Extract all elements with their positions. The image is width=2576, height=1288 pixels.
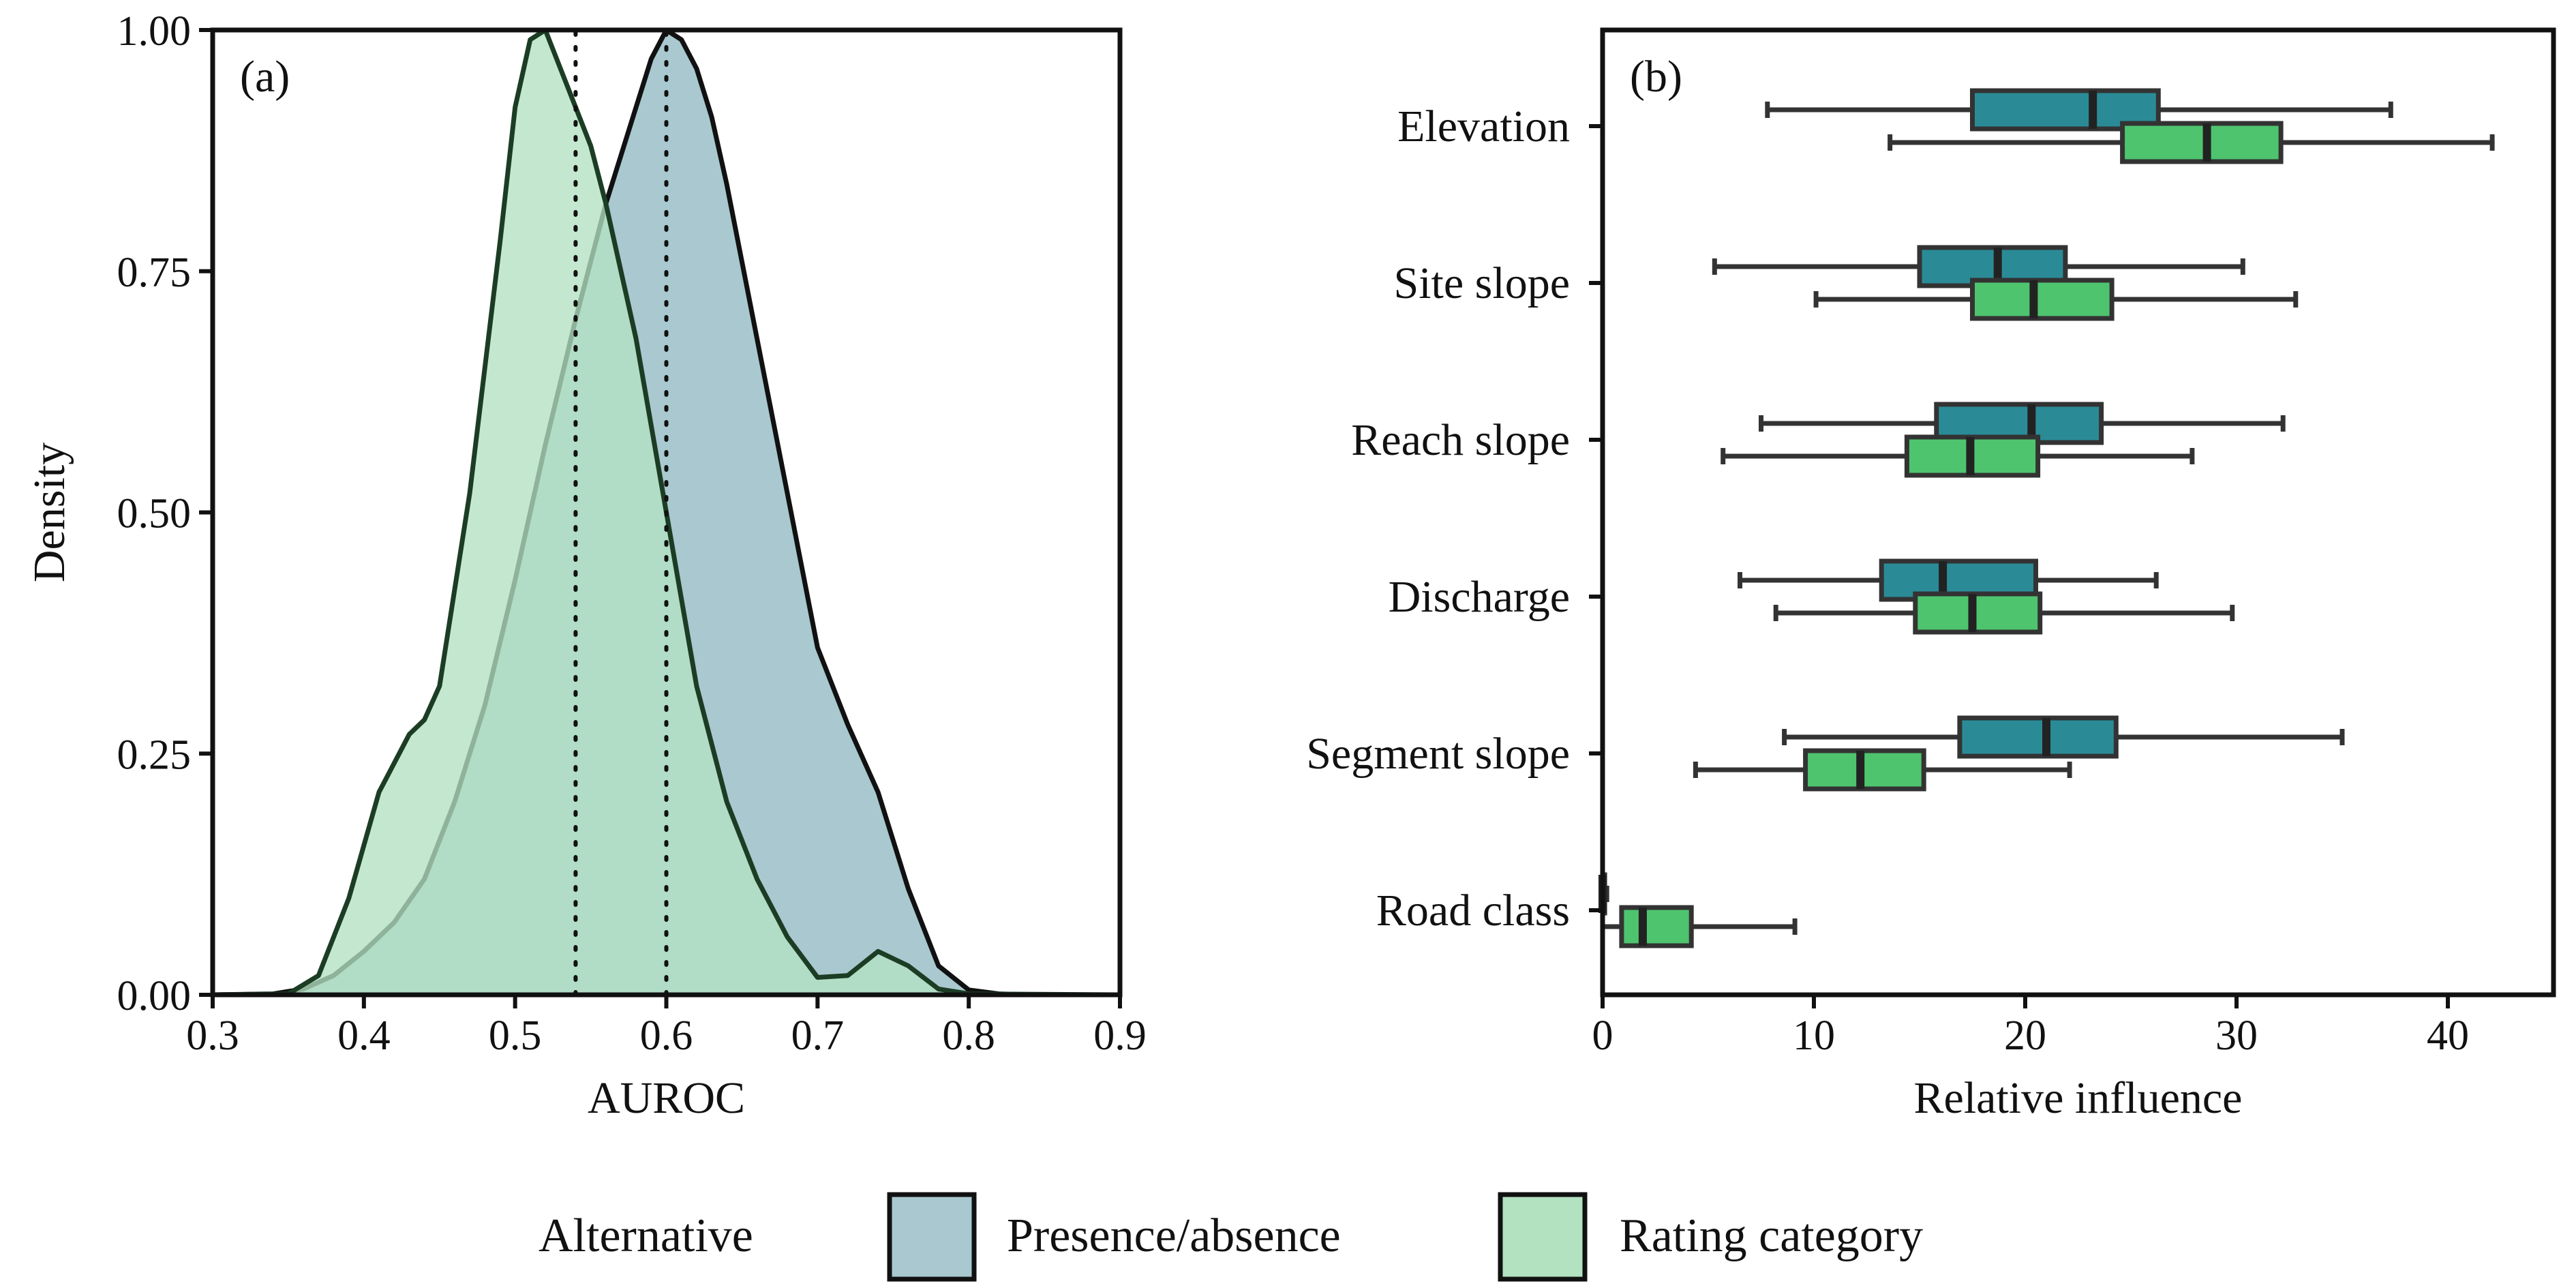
x-tick-label: 10 xyxy=(1793,1013,1835,1059)
x-tick-label: 0.8 xyxy=(942,1013,995,1059)
boxplot-plot-frame xyxy=(1600,27,2556,998)
category-label-reach-slope: Reach slope xyxy=(1351,415,1570,465)
box-segment-slope-rating-category xyxy=(1693,748,2072,792)
category-label-elevation: Elevation xyxy=(1397,102,1570,151)
legend-title: Alternative xyxy=(539,1210,753,1262)
box-road-class-rating-category xyxy=(1600,905,1798,948)
box-iqr xyxy=(1970,278,2115,321)
boxplot-x-ticks: 0 10 20 30 40 xyxy=(1592,995,2469,1059)
box-segment-slope-presence-absence xyxy=(1782,715,2345,759)
legend-label-rating-category: Rating category xyxy=(1620,1210,1923,1262)
y-tick-label: 0.75 xyxy=(117,250,192,296)
category-label-road-class: Road class xyxy=(1376,886,1570,935)
x-tick-label: 40 xyxy=(2427,1013,2469,1059)
boxplot-x-axis-title: Relative influence xyxy=(1914,1073,2243,1123)
box-elevation-rating-category xyxy=(1888,121,2495,164)
box-discharge-rating-category xyxy=(1773,591,2235,635)
x-tick-label: 0.6 xyxy=(640,1013,693,1059)
box-elevation-presence-absence xyxy=(1765,88,2393,132)
density-y-ticks: 0.00 0.25 0.50 0.75 1.00 xyxy=(117,8,213,1019)
box-iqr xyxy=(1803,748,1926,792)
box-iqr xyxy=(1619,905,1694,948)
boxplot-panel: 0 10 20 30 40 Elevation Site slope Reach slope… xyxy=(1306,27,2556,1123)
legend-key-presence-absence xyxy=(887,1192,977,1282)
panel-b-label: (b) xyxy=(1630,52,1682,102)
category-label-segment-slope: Segment slope xyxy=(1306,729,1570,779)
density-y-axis-title: Density xyxy=(25,443,74,582)
x-tick-label: 20 xyxy=(2004,1013,2046,1059)
box-iqr xyxy=(1917,245,2068,288)
x-tick-label: 0.7 xyxy=(791,1013,845,1059)
legend-key-rating-category xyxy=(1498,1192,1588,1282)
box-iqr xyxy=(2120,121,2284,164)
box-iqr xyxy=(1913,591,2043,635)
x-tick-label: 30 xyxy=(2215,1013,2258,1059)
box-site-slope-rating-category xyxy=(1813,278,2299,321)
x-tick-label: 0.4 xyxy=(337,1013,391,1059)
boxplot-category-labels: Elevation Site slope Reach slope Discharge S… xyxy=(1306,102,1603,935)
y-tick-label: 0.00 xyxy=(117,973,192,1019)
boxplot-boxes xyxy=(1598,88,2495,948)
median-lines xyxy=(573,28,669,997)
category-label-discharge: Discharge xyxy=(1389,572,1570,622)
density-panel: 0.3 0.4 0.5 0.6 0.7 0.8 0.9 0.00 0.25 0.50 0.75 1.… xyxy=(25,8,1147,1123)
x-tick-label: 0.5 xyxy=(489,1013,542,1059)
legend: Alternative Presence/absence Rating cate… xyxy=(539,1192,1923,1282)
y-tick-label: 0.50 xyxy=(117,491,192,537)
box-reach-slope-rating-category xyxy=(1721,434,2195,478)
legend-label-presence-absence: Presence/absence xyxy=(1007,1210,1341,1262)
y-tick-label: 0.25 xyxy=(117,732,192,778)
x-tick-label: 0 xyxy=(1592,1013,1613,1059)
box-iqr xyxy=(1957,715,2119,759)
density-x-ticks: 0.3 0.4 0.5 0.6 0.7 0.8 0.9 xyxy=(186,995,1147,1059)
y-tick-label: 1.00 xyxy=(117,8,192,55)
panel-a-label: (a) xyxy=(240,52,290,102)
x-tick-label: 0.9 xyxy=(1093,1013,1147,1059)
category-label-site-slope: Site slope xyxy=(1394,258,1571,308)
density-x-axis-title: AUROC xyxy=(588,1073,745,1123)
x-tick-label: 0.3 xyxy=(186,1013,239,1059)
